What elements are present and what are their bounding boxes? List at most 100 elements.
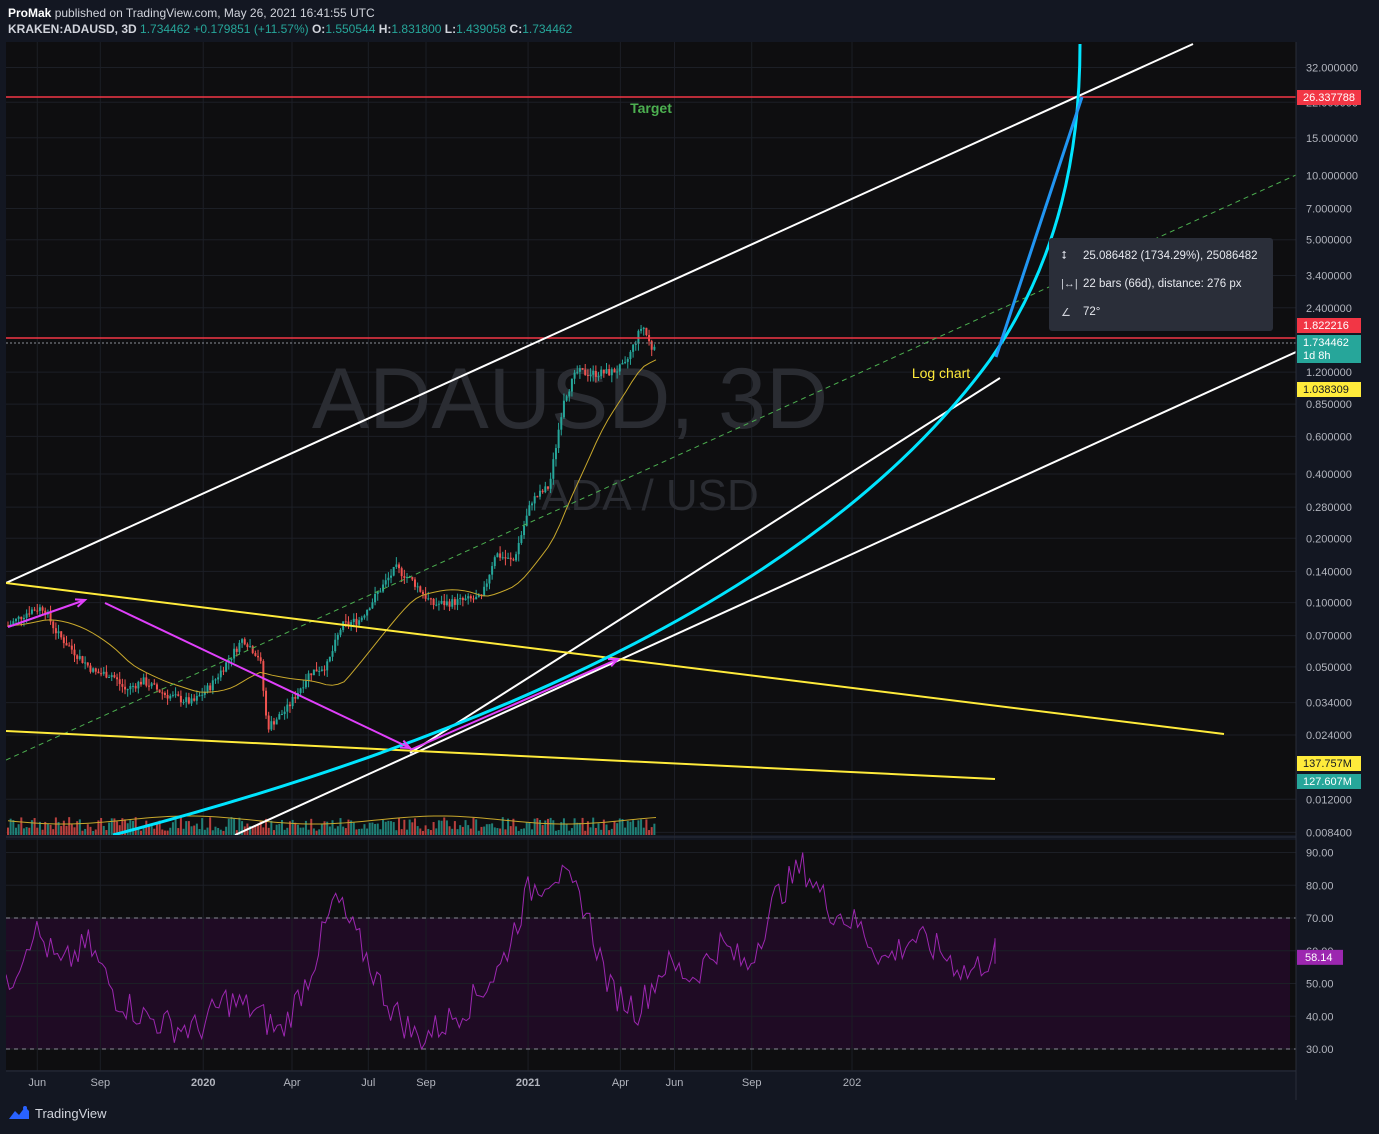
volume-bar [531,829,534,835]
candle-body [613,369,616,373]
price-tag-value: 127.607M [1303,776,1352,788]
candle-body [278,714,281,720]
price-tick-label: 10.000000 [1306,170,1358,182]
candle-body [267,715,270,730]
candle-body [126,689,129,691]
candle-body [211,680,214,691]
candle-body [570,378,573,392]
candle-body [461,597,464,601]
footer-brand[interactable]: TradingView [8,1105,107,1121]
volume-bar [70,824,73,835]
volume-bar [299,827,302,835]
candle-body [310,673,313,676]
volume-bar [254,825,257,835]
target-label[interactable]: Target [630,100,672,116]
candle-body [531,503,534,506]
candle-body [485,583,488,587]
volume-bar [262,827,265,835]
price-tag-countdown: 1d 8h [1303,350,1331,362]
volume-bar [312,828,315,835]
volume-bar [33,818,36,835]
volume-bar [371,822,374,835]
candle-body [533,496,536,504]
volume-bar [108,822,111,835]
volume-bar [350,820,353,835]
candle-body [225,662,228,672]
projection-line[interactable] [994,96,1084,358]
log-chart-label[interactable]: Log chart [912,365,970,381]
rsi-tick-label: 40.00 [1306,1011,1334,1023]
author-name[interactable]: ProMak [8,6,52,20]
time-tick-label: 202 [843,1077,861,1089]
candle-body [374,593,377,603]
candle-body [520,535,523,543]
volume-bar [307,829,310,835]
candle-body [299,688,302,693]
parabolic-curve[interactable] [112,43,1082,835]
volume-bar [76,821,79,835]
volume-bar [201,818,204,835]
price-tick-label: 0.050000 [1306,662,1352,674]
price-tick-label: 0.024000 [1306,730,1352,742]
candle-body [621,363,624,365]
volume-bar [137,828,140,835]
volume-bar [30,820,33,835]
arrow-rise[interactable] [409,658,619,751]
candle-body [608,369,611,376]
candle-body [193,698,196,701]
candle-body [475,596,478,600]
volume-bar [597,823,600,835]
candle-body [187,697,190,704]
candle-body [288,704,291,707]
volume-bar [150,825,153,835]
volume-bar [78,819,81,835]
candle-body [86,662,89,666]
channel-lower-line[interactable] [234,351,1296,835]
volume-bar [390,821,393,835]
candle-body [605,369,608,374]
time-axis[interactable]: Jun Sep 2020 Apr Jul Sep 2021 Apr Jun Sep 202 [28,1077,861,1089]
candle-body [105,671,108,678]
symbol-label[interactable]: KRAKEN:ADAUSD, 3D [8,22,137,36]
candle-body [448,601,451,607]
price-tick-label: 0.400000 [1306,469,1352,481]
arrow-early[interactable] [7,599,86,628]
candle-body [246,644,249,648]
volume-bar [265,818,268,835]
candle-body [22,617,25,620]
rsi-indicator [6,852,1296,1051]
channel-upper-line[interactable] [6,43,1194,584]
candle-body [238,642,241,652]
volume-bar [251,826,254,835]
price-range-icon: ⭥ [1061,249,1067,262]
candle-body [62,637,65,644]
volume-bar [581,817,584,835]
support-trend-line[interactable] [409,377,1001,754]
arrow-decline[interactable] [104,602,411,749]
volume-bar [235,830,238,835]
rsi-tag-value: 58.14 [1305,952,1333,964]
drawings-layer[interactable] [6,43,1296,835]
candle-body [618,364,621,372]
volume-bar [565,823,568,835]
volume-bar [626,821,629,835]
volume-bar [459,825,462,835]
volume-bar [477,830,480,835]
volume-bar [650,827,653,835]
price-tick-label: 0.200000 [1306,533,1352,545]
rsi-tick-label: 70.00 [1306,913,1334,925]
volume-bar [233,818,236,835]
price-tick-label: 0.008400 [1306,827,1352,839]
price-tick-label: 15.000000 [1306,133,1358,145]
volume-bar [161,829,164,835]
candle-body [307,673,310,682]
candle-body [318,670,321,672]
candle-body [592,370,595,375]
candle-body [653,346,656,350]
volume-bar [280,819,283,835]
lower-yellow-line[interactable] [6,730,996,780]
candle-body [102,671,105,674]
price-axis[interactable]: 32.00000022.00000015.00000010.0000007.00… [1306,62,1358,839]
candle-body [355,618,358,625]
